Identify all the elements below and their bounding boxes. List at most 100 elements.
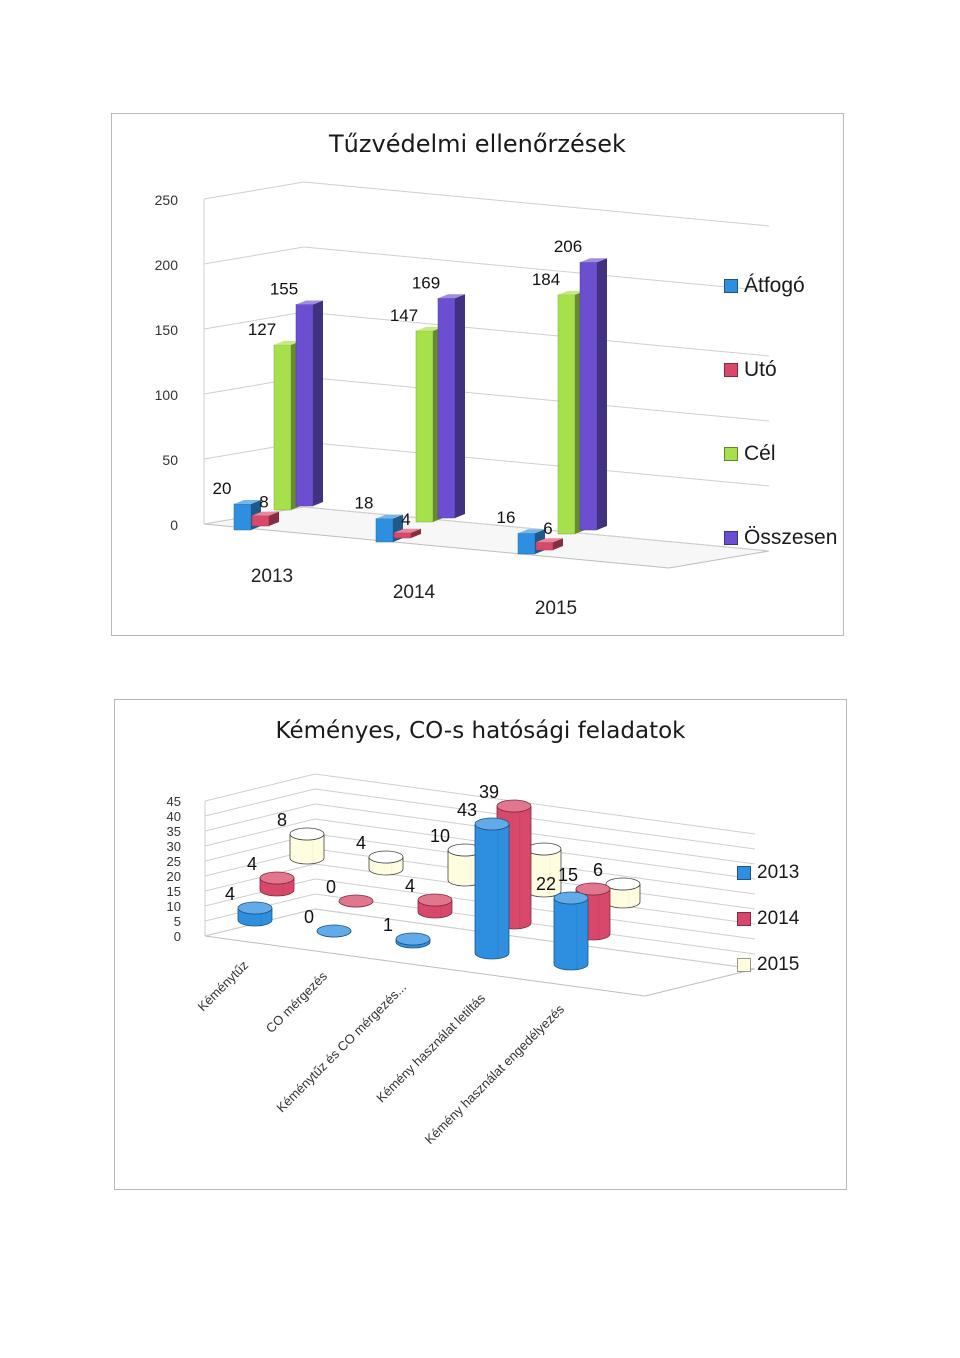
legend-swatch (737, 912, 751, 926)
bar-side (411, 528, 421, 538)
data-label: 4 (405, 876, 415, 896)
cylinder-2014-co-mergezes (338, 894, 374, 908)
legend-item-c1-0: Átfogó (724, 244, 837, 328)
bar-face (557, 294, 576, 535)
gridline (314, 788, 756, 850)
legend-swatch (724, 531, 738, 545)
legend-item-c1-2: Cél (724, 412, 837, 496)
gridline (303, 441, 770, 487)
cylinder-body (474, 823, 510, 960)
cylinder-2013-kemenytuz (237, 901, 273, 927)
data-label: 39 (479, 782, 499, 802)
data-label: 20 (213, 479, 232, 498)
legend-label: 2014 (757, 908, 800, 929)
legend-item-c1-3: Összesen (724, 496, 837, 580)
bar-top (296, 300, 323, 305)
legend-label: Átfogó (744, 274, 805, 297)
data-label: 184 (532, 270, 560, 289)
cylinder-2015-kemenytuz (289, 827, 325, 865)
cylinder-top (526, 842, 562, 856)
bar-face (251, 515, 270, 527)
bar-face (415, 330, 434, 523)
x-tick-label: CO mérgezés (263, 968, 331, 1036)
legend-item-c1-1: Utó (724, 328, 837, 412)
cylinder-top (575, 882, 611, 896)
bar-face (579, 261, 598, 531)
data-label: 4 (247, 854, 257, 874)
cylinder-top (289, 827, 325, 841)
cylinder-2014-kemenytuz-es-co-mergezes (417, 893, 453, 919)
gridline (314, 908, 756, 970)
legend: Átfogó Utó Cél Összesen (724, 244, 837, 580)
cylinder-top (474, 817, 510, 831)
data-label: 15 (558, 865, 578, 885)
y-tick-label: 25 (167, 854, 181, 869)
cylinder-2015-kemeny-hasznalat-letiltas (526, 842, 562, 898)
gridline-side (203, 246, 305, 265)
legend-item-c2-0: 2013 (737, 850, 799, 896)
data-label: 206 (554, 237, 582, 256)
bar-side (553, 538, 563, 550)
bar-face (517, 532, 536, 555)
bar-top (274, 340, 301, 345)
legend-swatch (724, 363, 738, 377)
y-tick-label: 30 (167, 839, 181, 854)
y-tick-label: 0 (174, 929, 181, 944)
legend-swatch (724, 447, 738, 461)
data-label: 6 (543, 519, 552, 538)
cylinder-top (395, 932, 431, 946)
data-label: 22 (536, 874, 556, 894)
bar-osszesen-2015 (579, 258, 607, 531)
y-tick-label: 5 (174, 914, 181, 929)
bar-face (437, 298, 456, 519)
bar-side (597, 258, 607, 530)
data-label: 169 (412, 273, 440, 292)
bar-osszesen-2013 (295, 300, 323, 507)
cylinder-top (553, 891, 589, 905)
bar-uto-2015 (535, 538, 563, 551)
bar-top (536, 538, 563, 543)
data-label: 127 (248, 320, 276, 339)
bar-side (269, 511, 279, 526)
data-label: 0 (304, 907, 314, 927)
cylinder-2013-kemeny-hasznalat-letiltas (474, 817, 510, 960)
data-label: 8 (277, 810, 287, 830)
bar-face (233, 503, 252, 531)
legend-label: 2015 (757, 954, 800, 975)
data-label: 18 (355, 494, 374, 513)
gridline-side (204, 773, 316, 802)
data-label: 43 (457, 800, 477, 820)
bar-face (273, 344, 292, 511)
gridline-side (203, 311, 305, 330)
legend-label: Összesen (744, 526, 838, 549)
bar-uto-2013 (251, 511, 279, 527)
y-tick-label: 10 (167, 899, 181, 914)
bar-top (438, 294, 465, 299)
legend-swatch (737, 866, 751, 880)
y-tick-label: 50 (162, 452, 178, 468)
data-label: 8 (259, 493, 268, 512)
gridline-side (204, 818, 316, 847)
bar-osszesen-2014 (437, 294, 465, 519)
data-label: 4 (401, 510, 410, 529)
y-tick-label: 200 (155, 257, 179, 273)
y-tick-label: 20 (167, 869, 181, 884)
cylinder-top (237, 901, 273, 915)
cylinder-2013-kemeny-hasznalat-engedelyezes (553, 891, 589, 971)
cylinder-2013-kemenytuz-es-co-mergezes (395, 932, 431, 949)
data-label: 155 (270, 280, 298, 299)
chart-title: Tűzvédelmi ellenőrzések (329, 130, 626, 158)
cylinder-top (496, 799, 532, 813)
gridline (303, 311, 770, 357)
bar-chart-3d: 0501001502002502081271552013184147169201… (155, 181, 770, 619)
y-tick-label: 45 (167, 794, 181, 809)
cylinder-2015-co-mergezes (368, 850, 404, 876)
data-label: 10 (430, 826, 450, 846)
legend-swatch (724, 279, 738, 293)
x-tick-label: Kéménytűz (195, 958, 252, 1015)
cylinder-2015-kemeny-hasznalat-engedelyezes (605, 877, 641, 909)
data-label: 147 (390, 306, 418, 325)
y-tick-label: 150 (155, 322, 179, 338)
bar-side (455, 294, 465, 518)
y-tick-label: 40 (167, 809, 181, 824)
